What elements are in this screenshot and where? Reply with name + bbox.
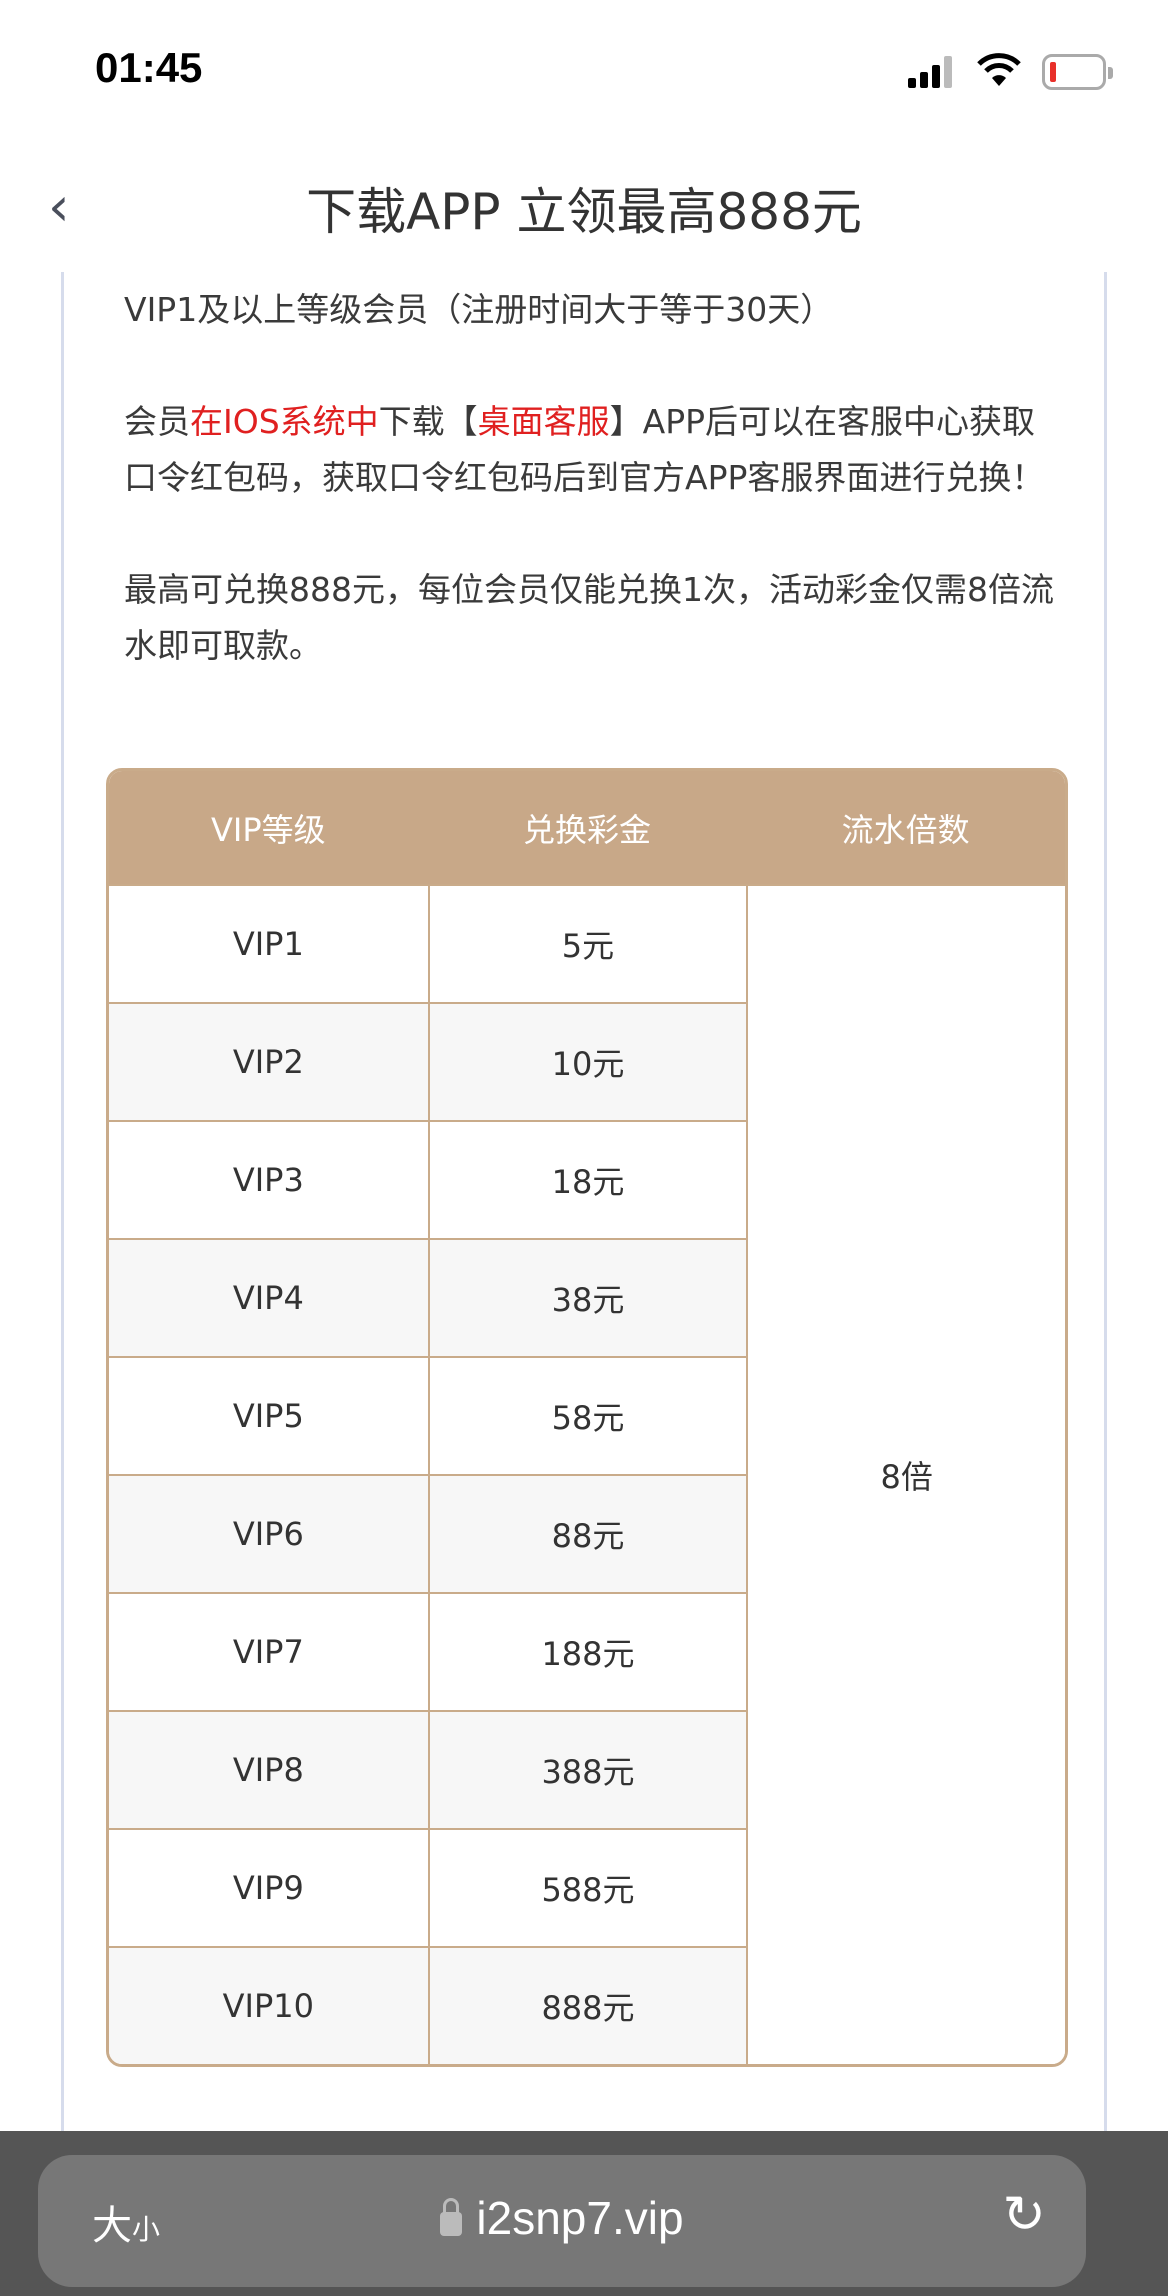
url-text: i2snp7.vip [476, 2192, 684, 2244]
header-reward: 兑换彩金 [427, 771, 747, 884]
instructions-text: 会员在IOS系统中下载【桌面客服】APP后可以在客服中心获取口令红包码，获取口令… [124, 394, 1064, 506]
nav-bar: ‹ 下载APP 立领最高888元 [0, 150, 1168, 260]
text-segment: 会员 [124, 402, 190, 441]
table-row: VIP4 38元 [109, 1238, 1065, 1356]
reward-cell: 18元 [427, 1120, 747, 1238]
vip-level-cell: VIP2 [109, 1002, 428, 1120]
reward-cell: 588元 [427, 1828, 747, 1946]
eligibility-text: VIP1及以上等级会员（注册时间大于等于30天） [124, 290, 834, 329]
vip-level-cell: VIP5 [109, 1356, 428, 1474]
vip-level-cell: VIP7 [109, 1592, 428, 1710]
status-time: 01:45 [95, 44, 203, 91]
table-row: VIP2 10元 [109, 1002, 1065, 1120]
page-title: 下载APP 立领最高888元 [306, 183, 862, 241]
highlight-app-name: 桌面客服 [477, 402, 610, 441]
reload-icon[interactable]: ↻ [1002, 2185, 1046, 2245]
vip-level-cell: VIP1 [109, 884, 428, 1002]
reward-cell: 38元 [427, 1238, 747, 1356]
address-bar[interactable]: 大小 i2snp7.vip ↻ [38, 2155, 1086, 2287]
table-row: VIP9 588元 [109, 1828, 1065, 1946]
reward-cell: 5元 [427, 884, 747, 1002]
table-row: VIP3 18元 [109, 1120, 1065, 1238]
text-size-small: 小 [132, 2213, 161, 2246]
header-multiplier: 流水倍数 [746, 771, 1065, 884]
vip-level-cell: VIP9 [109, 1828, 428, 1946]
max-reward-text: 最高可兑换888元，每位会员仅能兑换1次，活动彩金仅需8倍流水即可取款。 [124, 570, 1054, 665]
table-row: VIP8 388元 [109, 1710, 1065, 1828]
rules-text: VIP1及以上等级会员（注册时间大于等于30天） 会员在IOS系统中下载【桌面客… [124, 282, 1064, 674]
lock-icon [440, 2198, 463, 2236]
vip-level-cell: VIP4 [109, 1238, 428, 1356]
url-display[interactable]: i2snp7.vip [38, 2191, 1086, 2245]
text-segment: 下载【 [378, 402, 478, 441]
highlight-ios: 在IOS系统中 [190, 402, 379, 441]
text-segment: 】APP后可以在客服中心获取口令红包码，获取口令红包码后到官方APP客服界面进行… [124, 402, 1045, 497]
header-vip-level: VIP等级 [109, 771, 428, 884]
reward-cell: 10元 [427, 1002, 747, 1120]
reward-cell: 888元 [427, 1946, 747, 2064]
vip-level-cell: VIP3 [109, 1120, 428, 1238]
table-row: VIP5 58元 [109, 1356, 1065, 1474]
back-chevron-icon[interactable]: ‹ [48, 175, 70, 238]
vip-level-cell: VIP6 [109, 1474, 428, 1592]
reward-cell: 88元 [427, 1474, 747, 1592]
reward-cell: 188元 [427, 1592, 747, 1710]
battery-icon [1042, 54, 1113, 90]
content-panel: VIP1及以上等级会员（注册时间大于等于30天） 会员在IOS系统中下载【桌面客… [61, 272, 1107, 2132]
vip-reward-table: VIP等级 兑换彩金 流水倍数 VIP1 5元 8倍 VIP2 10元 VIP3 18元 VI… [106, 768, 1068, 2067]
reward-cell: 388元 [427, 1710, 747, 1828]
vip-level-cell: VIP8 [109, 1710, 428, 1828]
wifi-icon [977, 53, 1021, 86]
vip-level-cell: VIP10 [109, 1946, 428, 2064]
text-size-large: 大 [92, 2203, 132, 2249]
browser-toolbar: 大小 i2snp7.vip ↻ [0, 2131, 1168, 2296]
table-row: VIP7 188元 [109, 1592, 1065, 1710]
table-row: VIP10 888元 [109, 1946, 1065, 2064]
table-row: VIP1 5元 8倍 [109, 884, 1065, 2064]
table-row: VIP6 88元 [109, 1474, 1065, 1592]
reward-cell: 58元 [427, 1356, 747, 1474]
text-size-button[interactable]: 大小 [92, 2193, 160, 2251]
status-bar: 01:45 [0, 0, 1168, 140]
multiplier-cell: 8倍 [746, 884, 1065, 2064]
signal-icon [908, 56, 952, 88]
